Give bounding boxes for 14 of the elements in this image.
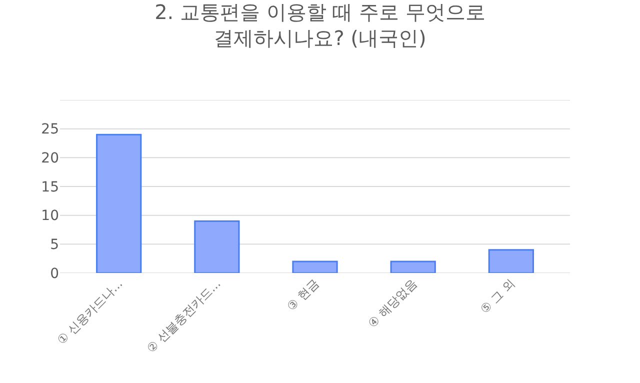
y-tick-label: 0 (50, 266, 59, 282)
y-tick-label: 5 (50, 237, 59, 254)
bar (488, 249, 534, 273)
y-tick-label: 25 (41, 122, 59, 138)
bar (292, 260, 338, 273)
y-tick-label: 20 (41, 150, 59, 167)
bar (194, 220, 240, 273)
chart-title: 2. 교통편을 이용할 때 주로 무엇으로 결제하시나요? (내국인) (154, 0, 486, 50)
x-tick-label: ⑤ 그 외 (478, 276, 518, 316)
y-tick-label: 10 (41, 208, 59, 224)
bar (390, 260, 436, 273)
y-tick-label: 15 (41, 179, 59, 196)
x-tick-label: ③ 현금 (284, 276, 322, 314)
bar (96, 134, 142, 273)
